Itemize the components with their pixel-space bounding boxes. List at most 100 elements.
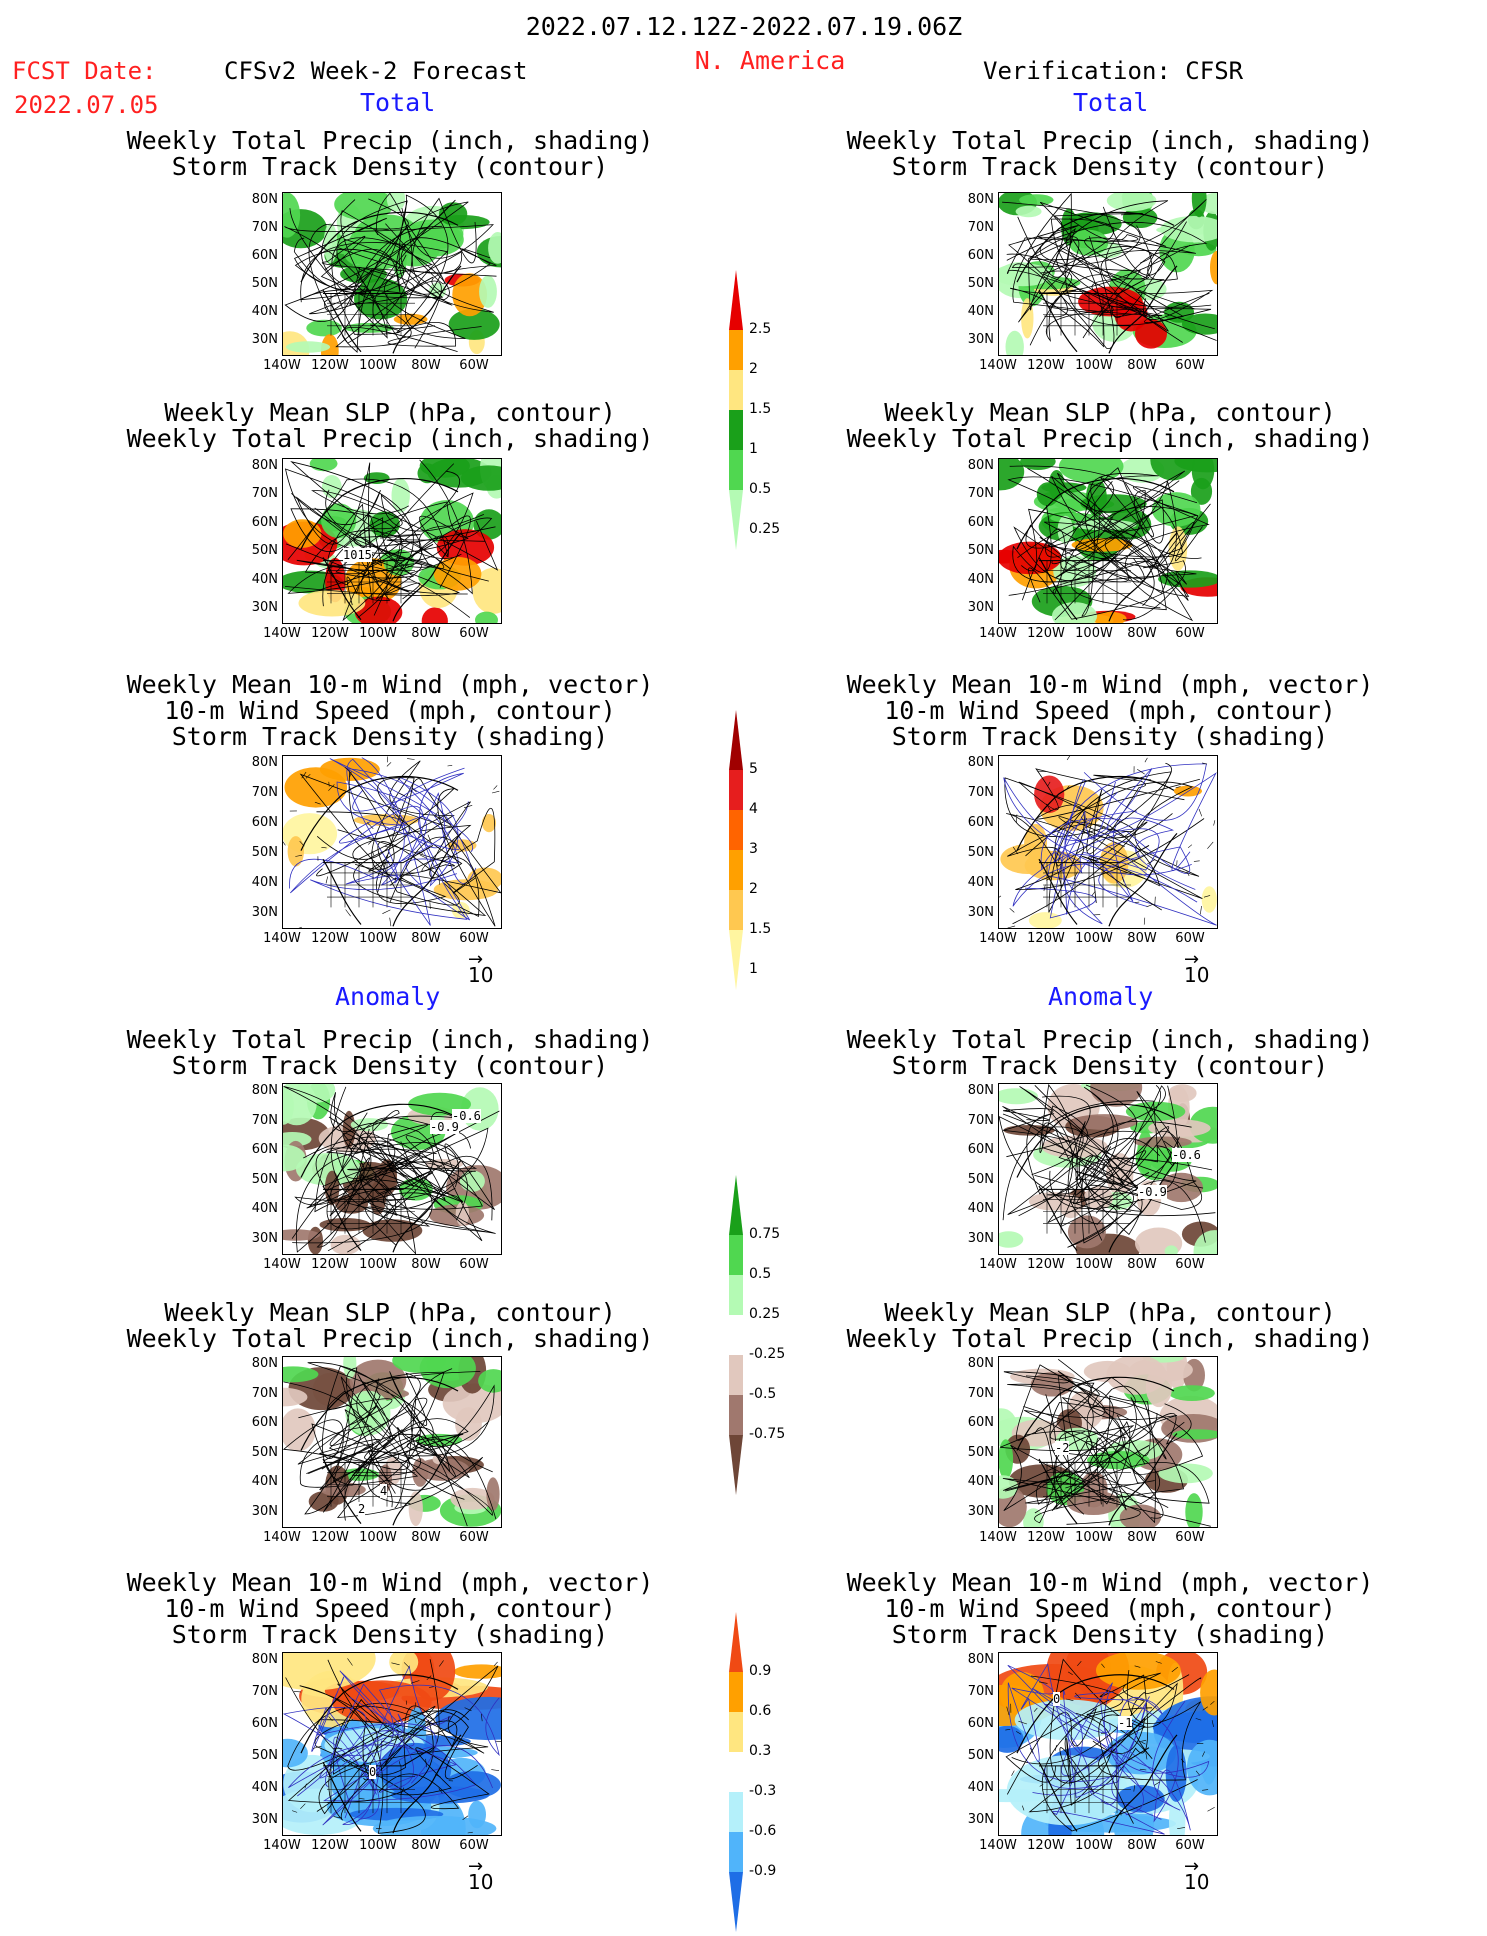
- lat-tick-label: 30N: [967, 1812, 994, 1827]
- lon-tick-label: 60W: [1175, 1530, 1205, 1545]
- colorbar-label: 0.75: [749, 1226, 781, 1242]
- lon-tick-label: 60W: [459, 931, 489, 946]
- contour-label: -0.6: [1172, 1148, 1201, 1162]
- lon-tick-label: 80W: [411, 1838, 441, 1853]
- lat-tick-label: 60N: [967, 1142, 994, 1157]
- lon-tick-label: 100W: [1075, 1257, 1113, 1272]
- vector-reference-arrow: →: [468, 1856, 484, 1877]
- lat-tick-label: 40N: [251, 1474, 278, 1489]
- lon-tick-label: 120W: [1027, 931, 1065, 946]
- lat-tick-label: 50N: [251, 1172, 278, 1187]
- section-anomaly-obs: Anomaly: [1048, 982, 1154, 1011]
- colorbar-label: -0.3: [749, 1783, 777, 1799]
- lat-tick-label: 70N: [967, 1684, 994, 1699]
- lat-tick-label: 80N: [967, 1652, 994, 1667]
- colorbar-label: 4: [749, 801, 758, 817]
- colorbar-label: 5: [749, 761, 758, 777]
- lat-tick-label: 50N: [251, 1748, 278, 1763]
- lon-tick-label: 100W: [1075, 358, 1113, 373]
- colorbar-label: -0.5: [749, 1386, 777, 1402]
- lon-tick-label: 80W: [1127, 1530, 1157, 1545]
- lat-tick-label: 80N: [251, 192, 278, 207]
- lat-tick-label: 80N: [251, 458, 278, 473]
- map-graphic: [999, 1357, 1217, 1527]
- vector-reference-value: 10: [1184, 1870, 1210, 1894]
- lon-tick-label: 80W: [1127, 1257, 1157, 1272]
- lat-tick-label: 60N: [251, 1716, 278, 1731]
- lon-tick-label: 120W: [1027, 1838, 1065, 1853]
- lat-tick-label: 70N: [967, 486, 994, 501]
- lon-tick-label: 100W: [359, 1530, 397, 1545]
- contour-label: -0.9: [1138, 1185, 1167, 1199]
- vector-reference-arrow: →: [468, 949, 484, 970]
- panel-title-obs-3-1: Storm Track Density (contour): [891, 1051, 1329, 1080]
- lon-tick-label: 60W: [1175, 931, 1205, 946]
- panel-title-obs-1-0: Weekly Mean SLP (hPa, contour): [884, 398, 1336, 427]
- vector-reference-value: 10: [1184, 963, 1210, 987]
- vector-reference-arrow: →: [1184, 949, 1200, 970]
- lon-tick-label: 140W: [979, 358, 1017, 373]
- lat-tick-label: 50N: [967, 276, 994, 291]
- lat-tick-label: 30N: [251, 1504, 278, 1519]
- section-total-obs: Total: [1073, 88, 1149, 117]
- lon-tick-label: 120W: [311, 626, 349, 641]
- colorbar-label: 1.5: [749, 401, 772, 417]
- lon-tick-label: 80W: [1127, 358, 1157, 373]
- map-panel-obs-4: [998, 1356, 1218, 1528]
- colorbar-label: 0.6: [749, 1703, 772, 1719]
- map-graphic: [999, 1084, 1217, 1254]
- colorbar-label: 2: [749, 881, 758, 897]
- lat-tick-label: 80N: [967, 755, 994, 770]
- panel-title-obs-3-0: Weekly Total Precip (inch, shading): [846, 1025, 1374, 1054]
- map-panel-fcst-4: [282, 1356, 502, 1528]
- contour-label: 4: [380, 1484, 388, 1498]
- lat-tick-label: 40N: [967, 1201, 994, 1216]
- panel-title-fcst-3-1: Storm Track Density (contour): [171, 1051, 609, 1080]
- model-title: CFSv2 Week-2 Forecast: [224, 57, 528, 85]
- lat-tick-label: 70N: [967, 1113, 994, 1128]
- colorbar-swatches: [729, 710, 743, 990]
- lat-tick-label: 70N: [251, 785, 278, 800]
- lat-tick-label: 30N: [251, 905, 278, 920]
- lon-tick-label: 120W: [1027, 1257, 1065, 1272]
- lat-tick-label: 30N: [251, 1812, 278, 1827]
- panel-title-obs-4-0: Weekly Mean SLP (hPa, contour): [884, 1298, 1336, 1327]
- map-panel-obs-2: [998, 755, 1218, 929]
- lon-tick-label: 100W: [1075, 626, 1113, 641]
- lat-tick-label: 40N: [251, 875, 278, 890]
- colorbar-label: 1: [749, 961, 758, 977]
- lat-tick-label: 70N: [967, 785, 994, 800]
- lon-tick-label: 80W: [411, 1530, 441, 1545]
- lon-tick-label: 100W: [359, 358, 397, 373]
- map-graphic: [999, 756, 1217, 928]
- lat-tick-label: 60N: [967, 815, 994, 830]
- panel-title-fcst-5-1: 10-m Wind Speed (mph, contour): [164, 1594, 616, 1623]
- lat-tick-label: 30N: [251, 332, 278, 347]
- panel-title-obs-0-0: Weekly Total Precip (inch, shading): [846, 126, 1374, 155]
- panel-title-obs-5-1: 10-m Wind Speed (mph, contour): [884, 1594, 1336, 1623]
- colorbar-label: 1: [749, 441, 758, 457]
- lat-tick-label: 40N: [967, 875, 994, 890]
- lat-tick-label: 70N: [251, 220, 278, 235]
- colorbar-label: -0.6: [749, 1823, 777, 1839]
- panel-title-obs-1-1: Weekly Total Precip (inch, shading): [846, 424, 1374, 453]
- colorbar-storm_total: 5 4 3 2 1.5 1: [727, 710, 847, 990]
- panel-title-fcst-4-1: Weekly Total Precip (inch, shading): [126, 1324, 654, 1353]
- lon-tick-label: 120W: [311, 931, 349, 946]
- map-graphic: [283, 1357, 501, 1527]
- lat-tick-label: 60N: [251, 248, 278, 263]
- lat-tick-label: 30N: [251, 1231, 278, 1246]
- contour-label: 2: [358, 1502, 366, 1516]
- panel-title-fcst-1-1: Weekly Total Precip (inch, shading): [126, 424, 654, 453]
- colorbar-label: 0.5: [749, 481, 772, 497]
- fcst-date-value: 2022.07.05: [14, 91, 159, 119]
- lat-tick-label: 30N: [967, 1504, 994, 1519]
- lon-tick-label: 100W: [1075, 931, 1113, 946]
- map-graphic: [283, 756, 501, 928]
- panel-title-fcst-3-0: Weekly Total Precip (inch, shading): [126, 1025, 654, 1054]
- panel-title-fcst-2-0: Weekly Mean 10-m Wind (mph, vector): [126, 670, 654, 699]
- colorbar-label: 1.5: [749, 921, 772, 937]
- lon-tick-label: 140W: [263, 1530, 301, 1545]
- section-anomaly-fcst: Anomaly: [335, 982, 441, 1011]
- map-panel-fcst-0: [282, 192, 502, 356]
